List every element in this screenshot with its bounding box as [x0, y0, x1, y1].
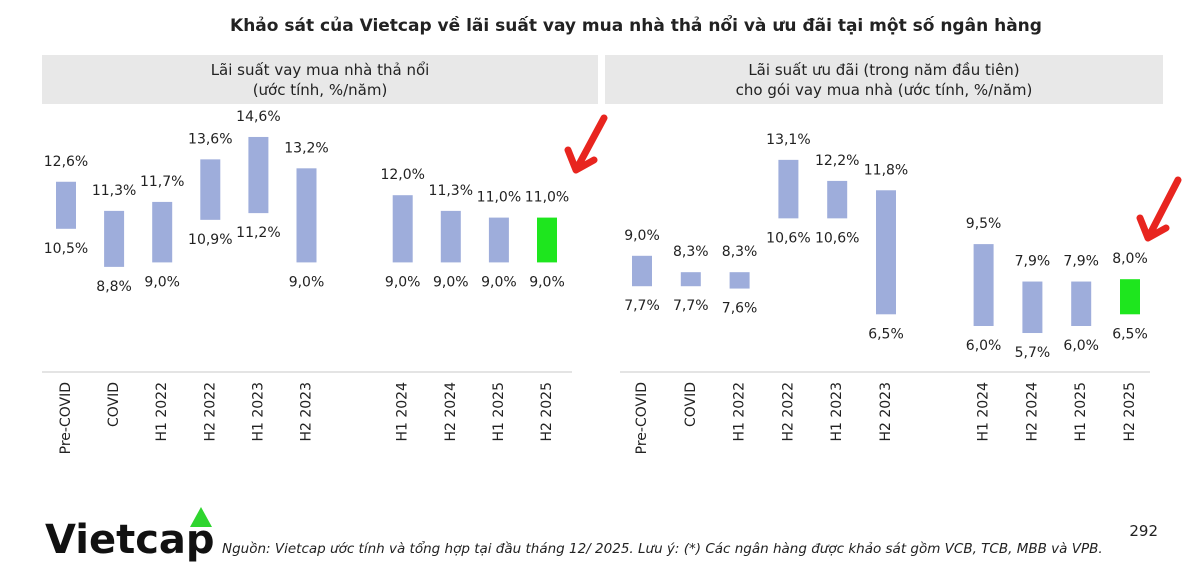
- data-label: 9,0%: [481, 274, 517, 290]
- range-bar: [440, 210, 461, 263]
- data-label: 6,5%: [1112, 326, 1148, 342]
- data-label: 8,0%: [1112, 251, 1148, 267]
- data-label: 7,7%: [624, 298, 660, 314]
- data-label: 6,5%: [868, 326, 904, 342]
- range-bar: [1120, 279, 1140, 315]
- range-bar: [200, 159, 221, 220]
- range-bar: [537, 217, 557, 263]
- x-tick-label: H1 2025: [491, 382, 507, 442]
- x-tick-label: H2 2022: [202, 382, 218, 442]
- logo: Vietcap: [45, 517, 215, 563]
- range-bar: [56, 181, 76, 229]
- data-label: 9,0%: [289, 274, 325, 290]
- data-label: 9,0%: [624, 228, 660, 244]
- data-label: 11,8%: [864, 162, 908, 178]
- arrow: [564, 114, 608, 174]
- x-tick-label: H1 2022: [154, 382, 170, 442]
- data-label: 9,0%: [433, 274, 469, 290]
- range-bar: [296, 168, 317, 263]
- data-label: 7,6%: [722, 301, 758, 317]
- data-label: 9,0%: [144, 274, 180, 290]
- data-label: 11,3%: [429, 183, 473, 199]
- range-bar: [680, 272, 701, 287]
- x-tick-label: H2 2022: [780, 382, 796, 442]
- range-bar: [152, 201, 173, 263]
- range-bar: [1022, 281, 1043, 334]
- panel-subtitle: (ước tính, %/năm): [253, 81, 388, 99]
- data-label: 10,5%: [44, 241, 88, 257]
- x-tick-label: H1 2023: [829, 382, 845, 442]
- data-label: 10,9%: [188, 232, 232, 248]
- data-label: 14,6%: [236, 109, 280, 125]
- data-label: 7,9%: [1063, 254, 1099, 270]
- panel-subtitle: Lãi suất ưu đãi (trong năm đầu tiên): [748, 61, 1019, 79]
- data-label: 11,0%: [477, 190, 521, 206]
- range-bar: [104, 210, 125, 267]
- x-tick-label: H2 2024: [443, 382, 459, 442]
- range-bar: [392, 195, 413, 263]
- x-tick-label: H1 2022: [732, 382, 748, 442]
- data-label: 6,0%: [1063, 338, 1099, 354]
- x-tick-label: H1 2024: [976, 382, 992, 442]
- data-label: 9,0%: [529, 274, 565, 290]
- data-label: 12,6%: [44, 154, 88, 170]
- range-bar: [248, 136, 269, 214]
- data-label: 13,2%: [284, 140, 328, 156]
- x-tick-label: COVID: [106, 382, 122, 427]
- data-label: 11,2%: [236, 225, 280, 241]
- x-tick-label: H2 2023: [299, 382, 315, 442]
- data-label: 5,7%: [1015, 345, 1051, 361]
- panel-header: [42, 55, 598, 104]
- range-bar: [827, 180, 848, 219]
- page-number: 292: [1129, 522, 1158, 540]
- data-label: 12,2%: [815, 153, 859, 169]
- data-label: 10,6%: [766, 230, 810, 246]
- data-label: 11,7%: [140, 174, 184, 190]
- data-label: 6,0%: [966, 338, 1002, 354]
- x-tick-label: H1 2025: [1073, 382, 1089, 442]
- x-tick-label: H2 2023: [878, 382, 894, 442]
- data-label: 8,3%: [673, 244, 709, 260]
- arrow: [1136, 176, 1182, 242]
- x-tick-label: H2 2025: [539, 382, 555, 442]
- data-label: 8,8%: [96, 279, 132, 295]
- data-label: 9,5%: [966, 216, 1002, 232]
- panel-subtitle: Lãi suất vay mua nhà thả nổi: [211, 61, 430, 79]
- x-tick-label: H1 2023: [250, 382, 266, 442]
- logo-mark: [190, 507, 212, 527]
- data-label: 12,0%: [380, 167, 424, 183]
- x-tick-label: COVID: [683, 382, 699, 427]
- data-label: 13,6%: [188, 131, 232, 147]
- range-bar: [632, 255, 652, 287]
- chart-title: Khảo sát của Vietcap về lãi suất vay mua…: [230, 14, 1042, 36]
- data-label: 13,1%: [766, 132, 810, 148]
- range-bar: [973, 244, 994, 326]
- panel-header: [605, 55, 1163, 104]
- data-label: 7,9%: [1015, 254, 1051, 270]
- range-bar: [876, 190, 896, 315]
- x-tick-label: H2 2024: [1024, 382, 1040, 442]
- x-tick-label: H2 2025: [1122, 382, 1138, 442]
- x-tick-label: H1 2024: [395, 382, 411, 442]
- panel-subtitle: cho gói vay mua nhà (ước tính, %/năm): [736, 81, 1033, 99]
- data-label: 9,0%: [385, 274, 421, 290]
- range-bar: [778, 159, 799, 219]
- x-tick-label: Pre-COVID: [634, 382, 650, 454]
- data-label: 10,6%: [815, 230, 859, 246]
- x-tick-label: Pre-COVID: [58, 382, 74, 454]
- range-bar: [1071, 281, 1092, 326]
- data-label: 11,3%: [92, 183, 136, 199]
- data-label: 8,3%: [722, 244, 758, 260]
- data-label: 7,7%: [673, 298, 709, 314]
- source-note: Nguồn: Vietcap ước tính và tổng hợp tại …: [222, 540, 1103, 557]
- range-bar: [488, 217, 509, 263]
- range-bar: [729, 272, 750, 289]
- data-label: 11,0%: [525, 190, 569, 206]
